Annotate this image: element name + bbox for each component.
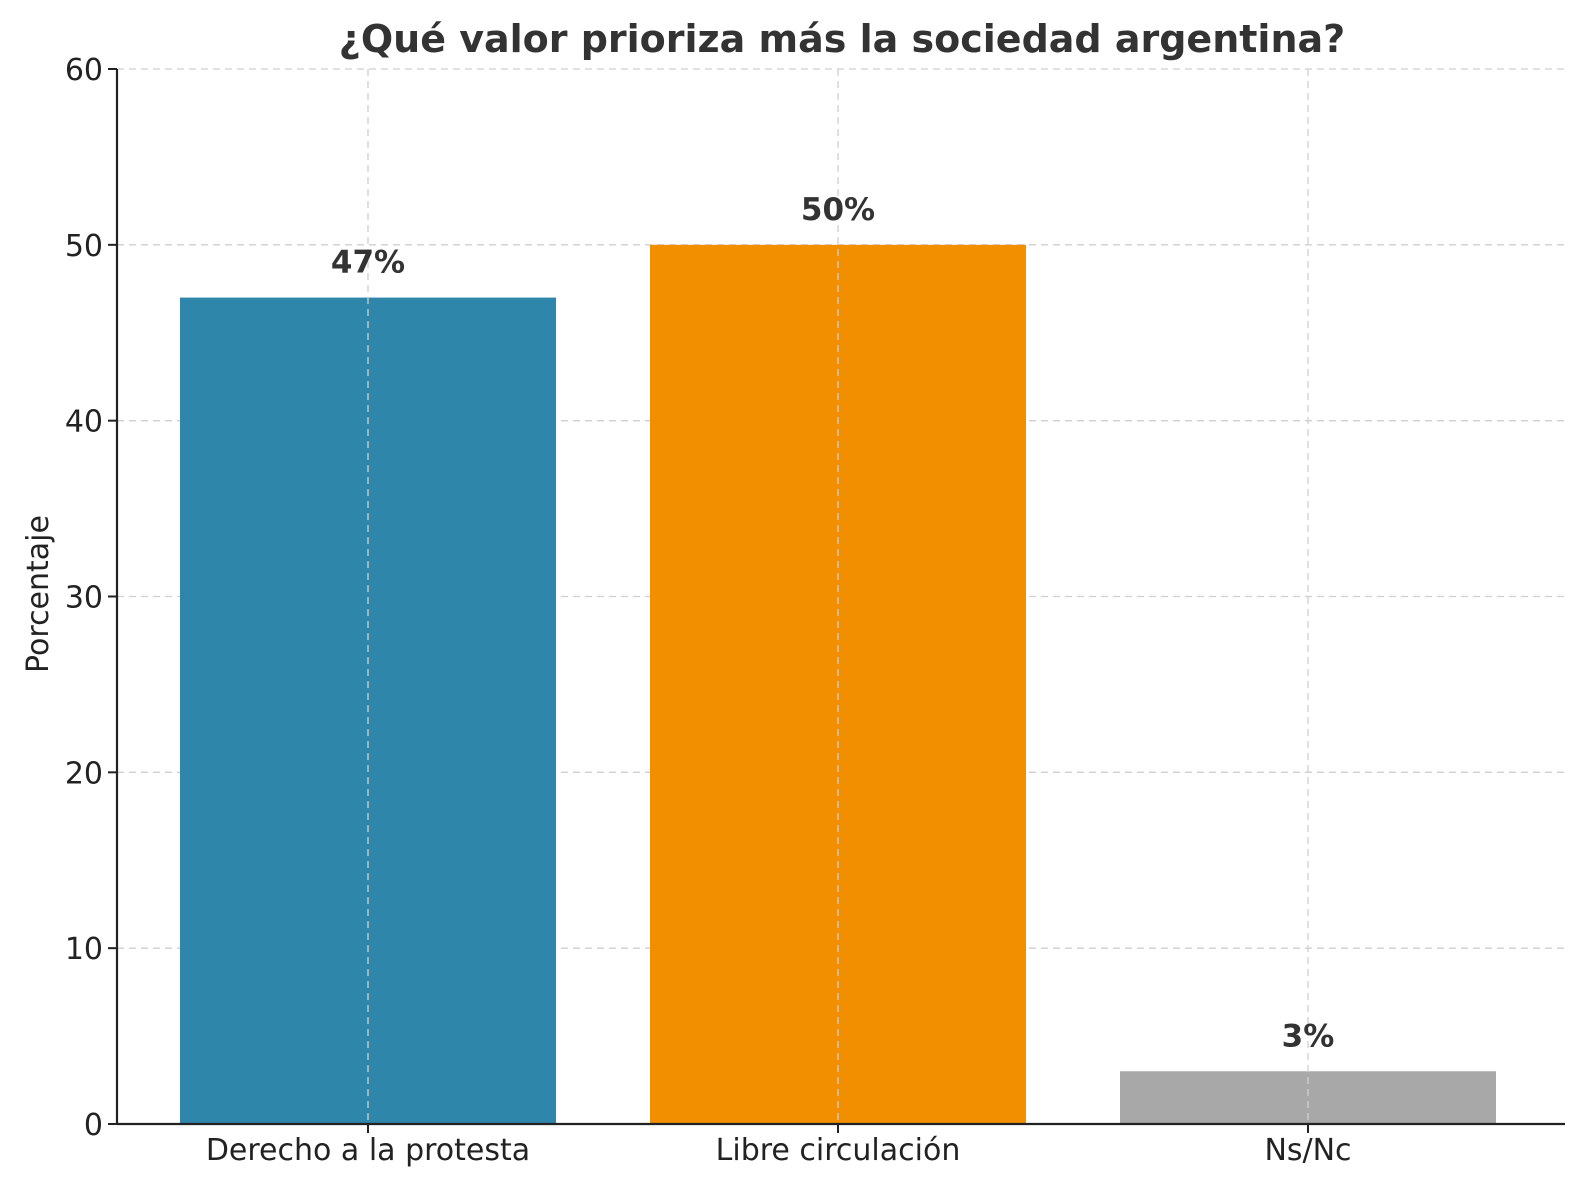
- y-tick-label: 20: [65, 756, 103, 791]
- chart-title: ¿Qué valor prioriza más la sociedad arge…: [339, 17, 1345, 61]
- y-axis-label: Porcentaje: [21, 515, 56, 673]
- vertical-grid: [367, 69, 1309, 1124]
- axes: [108, 68, 1565, 1133]
- x-tick-label: Libre circulación: [716, 1133, 961, 1168]
- bar-value-label: 3%: [1282, 1018, 1335, 1054]
- y-tick-label: 10: [65, 932, 103, 967]
- y-tick-label: 30: [65, 581, 103, 616]
- y-tick-label: 50: [65, 229, 103, 264]
- y-tick-label: 60: [65, 53, 103, 88]
- labels: 0 10 20 30 40 50 60 Derecho a la protesta 47% Lib…: [65, 53, 1352, 1168]
- y-tick-label: 0: [84, 1108, 103, 1143]
- bar-value-label: 50%: [801, 192, 875, 228]
- x-tick-label: Ns/Nc: [1264, 1133, 1351, 1168]
- x-tick-label: Derecho a la protesta: [206, 1133, 530, 1168]
- y-tick-label: 40: [65, 405, 103, 440]
- bar-value-label: 47%: [331, 245, 405, 281]
